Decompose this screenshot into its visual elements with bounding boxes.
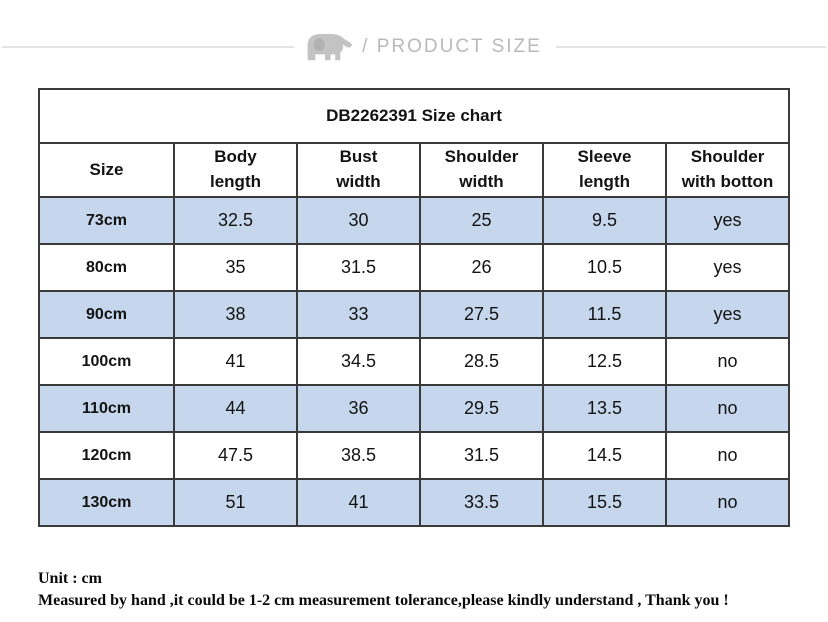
table-header-row: Size Body length Bust width Shoulder width Slee… (38, 142, 791, 198)
table-row: 130cm 51 41 33.5 15.5 no (38, 478, 791, 527)
size-chart-table: DB2262391 Size chart Size Body length Bust w… (37, 88, 791, 527)
column-header-line: width (336, 172, 381, 191)
table-title-text: Size chart (416, 105, 502, 125)
table-row: 80cm 35 31.5 26 10.5 yes (38, 243, 791, 292)
column-header-size: Size (38, 142, 175, 198)
column-header-body-length: Body length (173, 142, 298, 198)
column-header-line: Bust (339, 147, 378, 167)
value-cell: 35 (173, 243, 298, 292)
column-header-line: Sleeve (577, 147, 632, 167)
table-row: 120cm 47.5 38.5 31.5 14.5 no (38, 431, 791, 480)
column-header-line: length (579, 172, 630, 191)
value-cell: 29.5 (419, 384, 544, 433)
table-body: 73cm 32.5 30 25 9.5 yes 80cm 35 31.5 26 10.5 yes 90c… (38, 196, 791, 527)
value-cell: 33 (296, 290, 421, 339)
value-cell: 41 (296, 478, 421, 527)
value-cell: 38 (173, 290, 298, 339)
size-cell: 110cm (38, 384, 175, 433)
value-cell: yes (664, 290, 791, 339)
page-header: / PRODUCT SIZE (0, 28, 828, 66)
value-cell: 41 (173, 337, 298, 386)
size-cell: 90cm (38, 290, 175, 339)
value-cell: 44 (173, 384, 298, 433)
value-cell: 26 (419, 243, 544, 292)
value-cell: 15.5 (542, 478, 667, 527)
column-header-line: Shoulder (444, 147, 519, 167)
column-header-line: Body (214, 147, 257, 167)
table-title: DB2262391 Size chart (37, 88, 791, 144)
value-cell: no (664, 478, 791, 527)
footnotes: Unit : cm Measured by hand ,it could be … (38, 568, 729, 611)
table-row: 100cm 41 34.5 28.5 12.5 no (38, 337, 791, 386)
value-cell: 47.5 (173, 431, 298, 480)
value-cell: 11.5 (542, 290, 667, 339)
value-cell: 25 (419, 196, 544, 245)
value-cell: 13.5 (542, 384, 667, 433)
value-cell: no (664, 337, 791, 386)
elephant-icon (302, 28, 354, 67)
column-header-line: Shoulder (690, 147, 765, 167)
value-cell: 9.5 (542, 196, 667, 245)
value-cell: no (664, 384, 791, 433)
value-cell: 36 (296, 384, 421, 433)
value-cell: yes (664, 196, 791, 245)
column-header-shoulder-with-botton: Shoulder with botton (664, 142, 791, 198)
value-cell: 14.5 (542, 431, 667, 480)
value-cell: 12.5 (542, 337, 667, 386)
table-row: 110cm 44 36 29.5 13.5 no (38, 384, 791, 433)
value-cell: 27.5 (419, 290, 544, 339)
tolerance-note: Measured by hand ,it could be 1-2 cm mea… (38, 591, 729, 609)
product-code: DB2262391 (326, 105, 417, 125)
size-cell: 80cm (38, 243, 175, 292)
value-cell: 32.5 (173, 196, 298, 245)
column-header-bust-width: Bust width (296, 142, 421, 198)
size-cell: 100cm (38, 337, 175, 386)
value-cell: 30 (296, 196, 421, 245)
column-header-shoulder-width: Shoulder width (419, 142, 544, 198)
page-header-label: / PRODUCT SIZE (362, 36, 542, 57)
header-divider-left (2, 46, 295, 48)
value-cell: 51 (173, 478, 298, 527)
value-cell: 31.5 (296, 243, 421, 292)
table-row: 90cm 38 33 27.5 11.5 yes (38, 290, 791, 339)
value-cell: 31.5 (419, 431, 544, 480)
size-cell: 120cm (38, 431, 175, 480)
column-header-line: width (459, 172, 504, 191)
table-title-row: DB2262391 Size chart (37, 88, 791, 144)
size-cell: 130cm (38, 478, 175, 527)
value-cell: yes (664, 243, 791, 292)
column-header-line: length (210, 172, 261, 191)
size-cell: 73cm (38, 196, 175, 245)
value-cell: 38.5 (296, 431, 421, 480)
column-header-line: Size (89, 159, 124, 179)
column-header-line: with botton (681, 172, 774, 191)
value-cell: 10.5 (542, 243, 667, 292)
value-cell: 33.5 (419, 478, 544, 527)
value-cell: 34.5 (296, 337, 421, 386)
value-cell: no (664, 431, 791, 480)
value-cell: 28.5 (419, 337, 544, 386)
header-divider-right (555, 46, 826, 48)
table-row: 73cm 32.5 30 25 9.5 yes (38, 196, 791, 245)
unit-note: Unit : cm (38, 570, 102, 587)
column-header-sleeve-length: Sleeve length (542, 142, 667, 198)
